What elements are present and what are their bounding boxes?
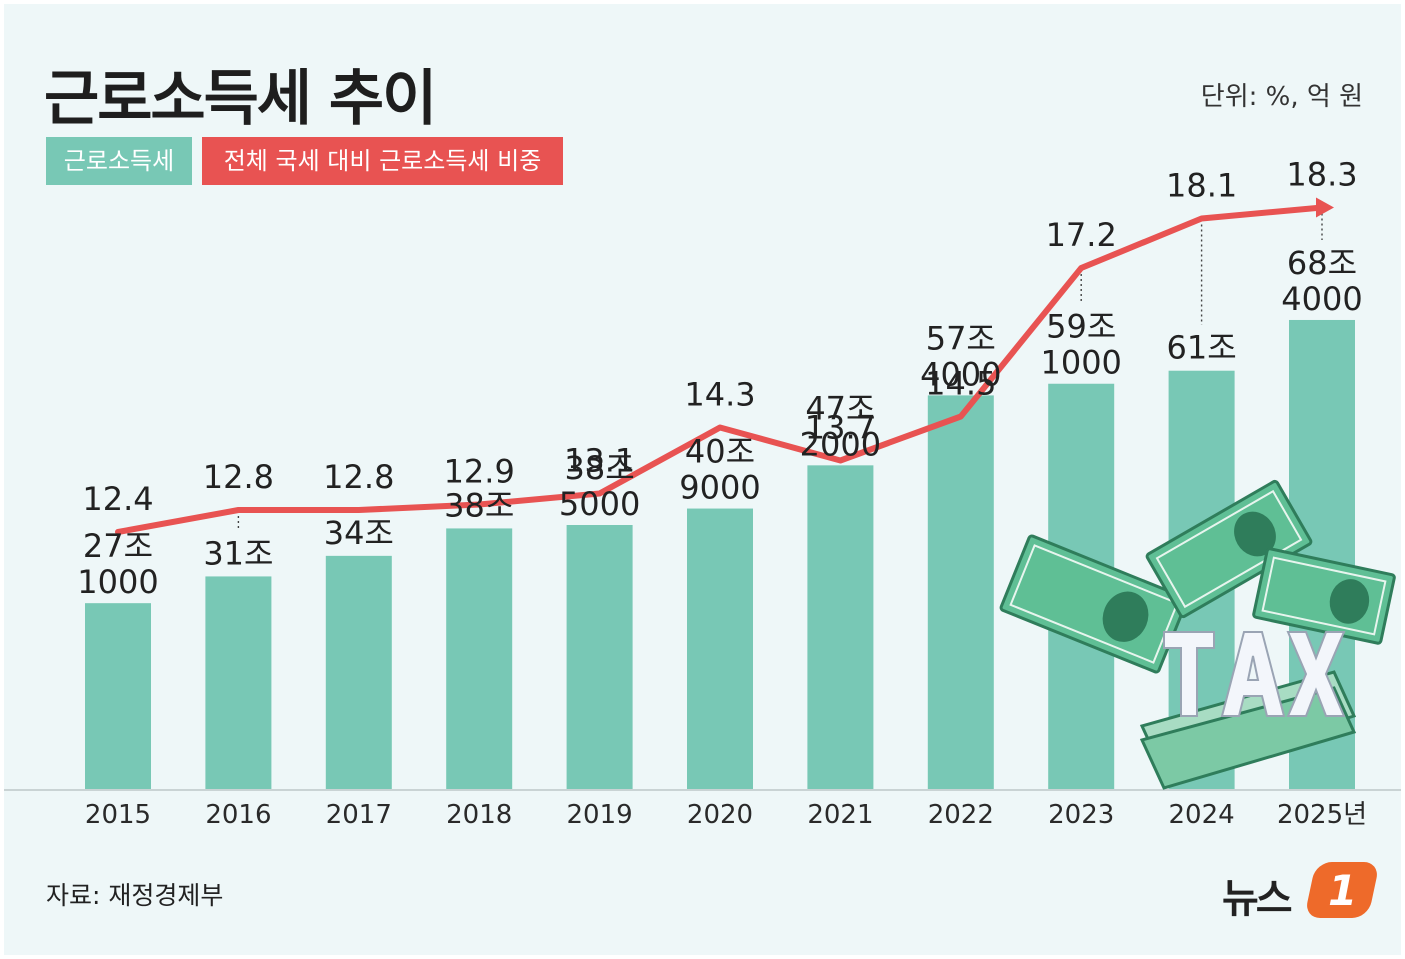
bar-value-label-sub: 9000 bbox=[679, 469, 760, 507]
source-note: 자료: 재정경제부 bbox=[46, 881, 224, 910]
x-tick-label: 2022 bbox=[928, 800, 994, 830]
bar-value-label-sub: 1000 bbox=[77, 563, 158, 601]
banknote-border bbox=[1261, 556, 1387, 636]
bar-value-label-sub: 1000 bbox=[1040, 344, 1121, 382]
bar-2022 bbox=[927, 395, 994, 789]
x-tick-label: 2020 bbox=[687, 800, 753, 830]
infographic: 근로소득세 추이 단위: %, 억 원 근로소득세 전체 국세 대비 근로소득세… bbox=[4, 4, 1401, 955]
logo-text: 뉴스 bbox=[1222, 876, 1293, 922]
news1-logo: 뉴스 1 bbox=[1222, 862, 1382, 922]
tax-letter-t bbox=[1163, 631, 1215, 717]
bar-value-label: 27조 bbox=[83, 527, 153, 565]
x-tick-label: 2018 bbox=[446, 800, 512, 830]
bar-2018 bbox=[446, 528, 513, 789]
banknote-body bbox=[1145, 479, 1313, 619]
x-tick-label: 2023 bbox=[1048, 800, 1114, 830]
bar-2021 bbox=[807, 465, 874, 789]
line-value-label: 13.7 bbox=[805, 409, 876, 447]
legend-bar-item: 근로소득세 bbox=[46, 137, 192, 185]
x-tick-label: 2019 bbox=[567, 800, 633, 830]
x-tick-label: 2021 bbox=[807, 800, 873, 830]
bar-value-label: 57조 bbox=[926, 319, 996, 357]
bar-2017 bbox=[325, 555, 392, 789]
bar-2020 bbox=[687, 508, 753, 789]
bar-value-label: 31조 bbox=[203, 534, 273, 572]
bar-value-label: 68조 bbox=[1287, 244, 1357, 282]
banknote-portrait bbox=[1102, 591, 1149, 642]
x-tick-label: 2015 bbox=[85, 800, 151, 830]
logo-mark-digit: 1 bbox=[1328, 866, 1358, 915]
line-value-label: 18.3 bbox=[1286, 156, 1357, 194]
line-value-label: 14.5 bbox=[925, 365, 996, 403]
line-value-label: 12.8 bbox=[323, 458, 394, 496]
x-tick-label: 2024 bbox=[1169, 800, 1235, 830]
line-value-label: 14.3 bbox=[684, 376, 755, 414]
x-tick-label: 2017 bbox=[326, 800, 392, 830]
line-arrowhead bbox=[1316, 197, 1334, 218]
banknote-icon bbox=[1145, 479, 1313, 619]
bar-2016 bbox=[205, 576, 272, 789]
line-value-label: 18.1 bbox=[1166, 167, 1237, 205]
tax-letters-icon bbox=[1163, 631, 1346, 717]
banknote-border bbox=[1155, 489, 1303, 609]
bar-value-label: 38조 bbox=[565, 449, 635, 487]
bar-value-label-sub: 4000 bbox=[1281, 280, 1362, 318]
line-value-label: 13.1 bbox=[564, 442, 635, 480]
banknote-icon bbox=[1252, 547, 1396, 645]
bar-value-label-sub: 4000 bbox=[920, 355, 1001, 393]
unit-label: 단위: %, 억 원 bbox=[1200, 82, 1363, 112]
bar-value-label: 61조 bbox=[1167, 329, 1237, 367]
bar-2015 bbox=[85, 603, 151, 789]
banknote-portrait bbox=[1329, 579, 1370, 624]
bar-value-label-sub: 2000 bbox=[800, 425, 881, 463]
banknote-portrait bbox=[1234, 511, 1276, 557]
bar-value-label: 47조 bbox=[805, 389, 875, 427]
page-title: 근로소득세 추이 bbox=[44, 64, 437, 134]
bar-value-label-sub: 5000 bbox=[559, 485, 640, 523]
tax-letter-x bbox=[1286, 631, 1346, 717]
bar-2019 bbox=[566, 525, 633, 789]
bar-value-label: 34조 bbox=[324, 514, 394, 552]
banknote-body bbox=[1252, 547, 1396, 645]
line-value-label: 12.4 bbox=[82, 480, 153, 518]
x-tick-label: 2016 bbox=[205, 800, 271, 830]
line-series bbox=[115, 204, 1325, 535]
chart: 201527조100012.4201631조12.8201734조12.8201… bbox=[4, 156, 1401, 830]
tax-letter-a bbox=[1220, 631, 1286, 717]
line-value-label: 12.9 bbox=[444, 453, 515, 491]
x-tick-label: 2025년 bbox=[1277, 800, 1367, 830]
line-value-label: 17.2 bbox=[1046, 216, 1117, 254]
line-value-label: 12.8 bbox=[203, 458, 274, 496]
bar-value-label: 40조 bbox=[685, 433, 755, 471]
bar-value-label: 38조 bbox=[444, 486, 514, 524]
bar-value-label: 59조 bbox=[1046, 308, 1116, 346]
legend-line-item: 전체 국세 대비 근로소득세 비중 bbox=[202, 137, 563, 185]
